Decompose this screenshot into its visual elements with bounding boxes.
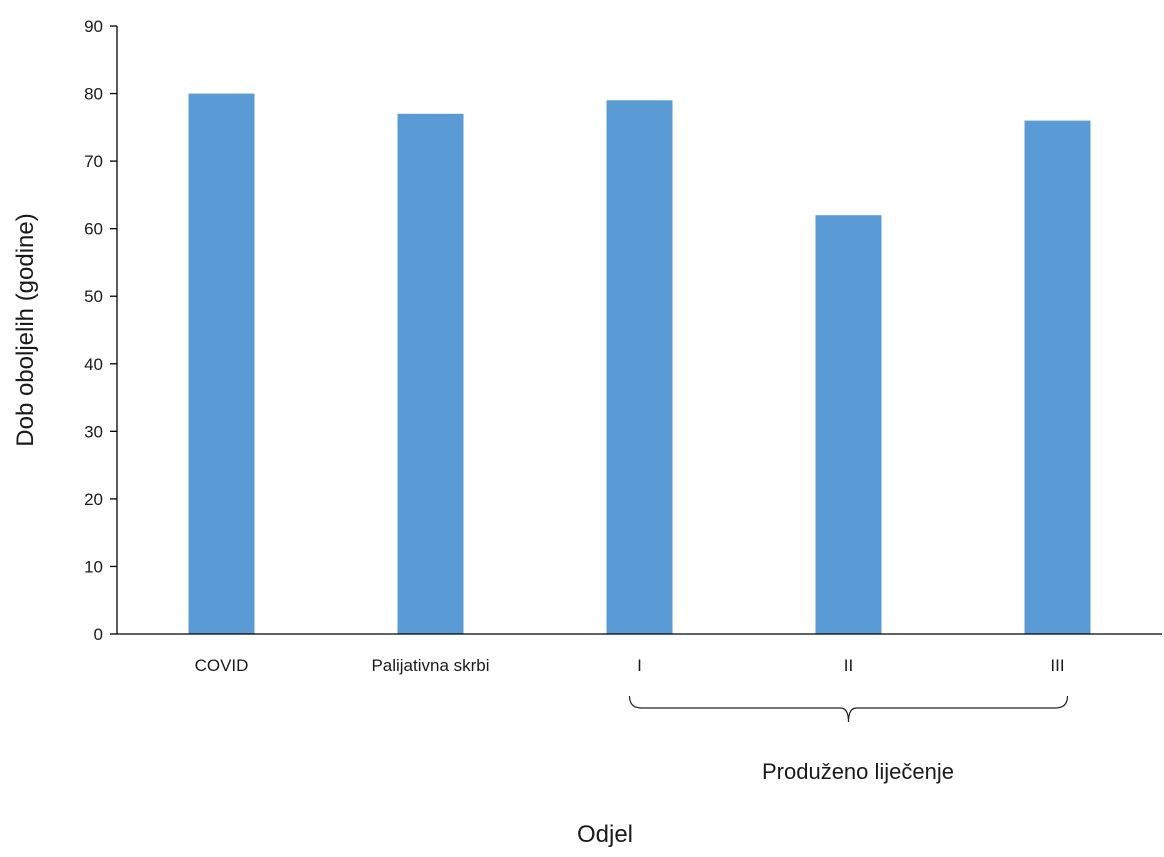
bar-1 — [188, 93, 255, 635]
y-tick-label: 0 — [94, 625, 103, 644]
bar-2 — [397, 113, 464, 635]
bar-4 — [815, 215, 882, 634]
x-category-label: I — [637, 656, 642, 675]
y-tick-label: 80 — [84, 85, 103, 104]
category-group-label: Produženo liječenje — [762, 759, 954, 784]
bar-5 — [1024, 120, 1091, 635]
x-axis-title: Odjel — [577, 821, 633, 848]
y-tick-label: 90 — [84, 17, 103, 36]
bar-3 — [606, 100, 673, 635]
category-group-bracket — [628, 695, 1069, 723]
bars-layer — [188, 93, 1091, 635]
y-tick-label: 30 — [84, 422, 103, 441]
x-category-label: COVID — [195, 656, 249, 675]
x-category-label: III — [1050, 656, 1064, 675]
y-tick-label: 70 — [84, 152, 103, 171]
y-tick-label: 10 — [84, 557, 103, 576]
x-category-label: II — [844, 656, 853, 675]
labels-layer: 0 10 20 30 40 50 60 70 80 90 COVID Palijativna skrb… — [84, 17, 1065, 675]
y-tick-label: 50 — [84, 287, 103, 306]
x-category-label: Palijativna skrbi — [371, 656, 489, 675]
y-tick-label: 20 — [84, 490, 103, 509]
y-axis-title: Dob oboljelih (godine) — [12, 213, 39, 446]
axes-layer — [110, 25, 1162, 723]
y-tick-label: 60 — [84, 220, 103, 239]
y-tick-label: 40 — [84, 355, 103, 374]
